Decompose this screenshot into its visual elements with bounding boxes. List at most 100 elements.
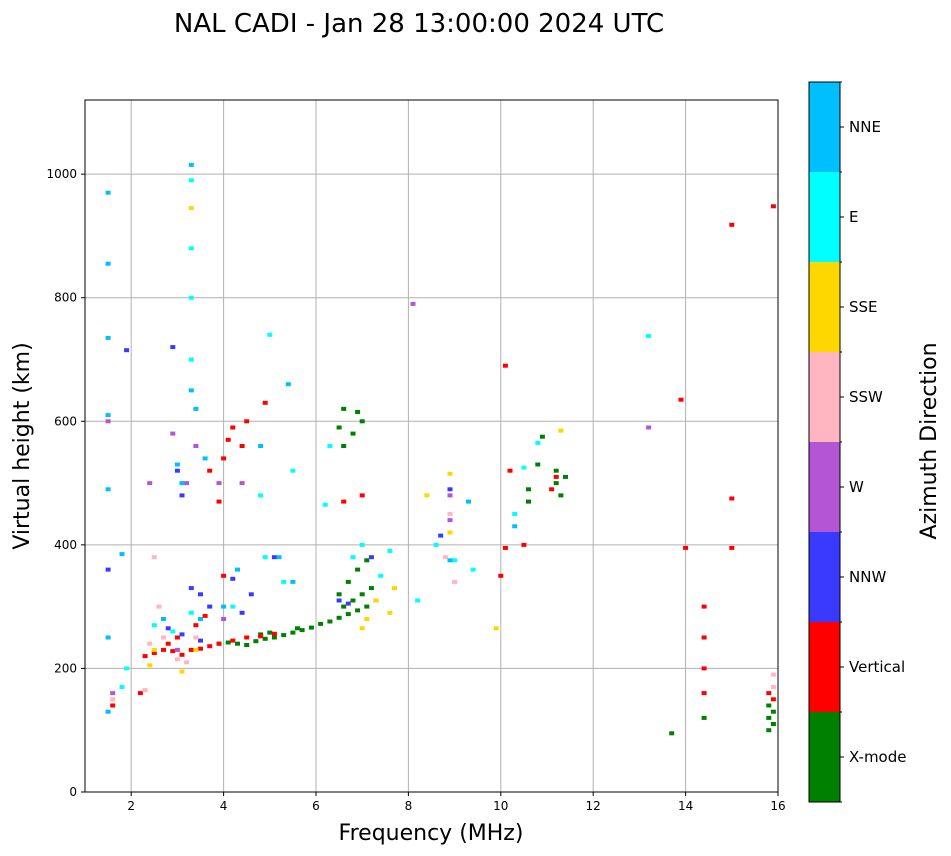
data-point-ssw bbox=[442, 555, 448, 560]
data-point-e bbox=[258, 493, 264, 498]
data-point-e bbox=[646, 334, 652, 338]
data-point-sse bbox=[447, 471, 453, 476]
data-point-e bbox=[512, 512, 518, 516]
data-point-e bbox=[350, 555, 356, 560]
data-point-x-mode bbox=[558, 493, 564, 498]
data-point-nne bbox=[105, 190, 111, 195]
data-point-nnw bbox=[179, 493, 185, 498]
data-point-ssw bbox=[161, 635, 166, 640]
data-point-vertical bbox=[198, 646, 203, 651]
data-point-w bbox=[646, 425, 652, 430]
data-point-nnw bbox=[438, 533, 444, 538]
data-point-vertical bbox=[193, 623, 199, 628]
colorbar: X-mode Vertical NNW W SSW SSE E NNE bbox=[808, 81, 906, 803]
data-point-x-mode bbox=[336, 615, 342, 620]
data-point-w bbox=[147, 481, 153, 486]
data-point-nnw bbox=[207, 604, 213, 609]
data-point-sse bbox=[493, 626, 499, 631]
colorbar-segment bbox=[809, 442, 840, 532]
colorbar-label: Vertical bbox=[849, 658, 905, 676]
data-point-vertical bbox=[239, 444, 245, 448]
data-point-e bbox=[267, 332, 273, 337]
data-point-nnw bbox=[165, 626, 171, 631]
x-tick-label: 4 bbox=[220, 799, 228, 813]
data-point-x-mode bbox=[262, 636, 268, 641]
data-point-e bbox=[188, 610, 194, 615]
data-point-nnw bbox=[248, 592, 254, 597]
data-point-e bbox=[387, 549, 393, 553]
data-point-vertical bbox=[161, 647, 166, 652]
data-point-vertical bbox=[151, 651, 157, 655]
data-point-x-mode bbox=[355, 608, 361, 613]
data-point-x-mode bbox=[368, 586, 374, 591]
data-point-nne bbox=[179, 481, 185, 486]
data-point-vertical bbox=[230, 638, 236, 643]
colorbar-segment bbox=[809, 532, 840, 622]
data-point-nne bbox=[221, 604, 227, 609]
data-point-vertical bbox=[244, 635, 250, 640]
data-point-ssw bbox=[110, 697, 116, 702]
data-point-nnw bbox=[198, 638, 203, 643]
data-point-x-mode bbox=[563, 474, 568, 479]
data-point-nne bbox=[188, 388, 194, 393]
data-point-sse bbox=[151, 647, 157, 652]
data-point-vertical bbox=[498, 573, 504, 578]
data-point-e bbox=[170, 629, 176, 634]
data-point-w bbox=[447, 518, 453, 523]
data-point-nnw bbox=[188, 586, 194, 591]
data-point-vertical bbox=[701, 635, 707, 640]
data-point-vertical bbox=[359, 493, 365, 498]
data-point-x-mode bbox=[350, 598, 356, 603]
data-point-sse bbox=[188, 206, 194, 211]
colorbar-frame bbox=[808, 81, 841, 803]
data-point-vertical bbox=[271, 631, 277, 636]
data-points bbox=[105, 162, 776, 736]
data-point-sse bbox=[364, 617, 370, 621]
x-tick-label: 2 bbox=[127, 799, 135, 813]
data-point-vertical bbox=[258, 634, 264, 639]
data-point-x-mode bbox=[235, 641, 240, 646]
data-point-nne bbox=[276, 555, 282, 560]
x-tick-label: 14 bbox=[678, 799, 693, 813]
data-point-nne bbox=[105, 635, 111, 640]
y-tick-label: 0 bbox=[69, 785, 77, 799]
data-point-nnw bbox=[336, 598, 342, 603]
data-point-x-mode bbox=[766, 728, 772, 733]
data-point-x-mode bbox=[355, 567, 361, 572]
data-point-vertical bbox=[137, 691, 143, 696]
colorbar-label: NNW bbox=[849, 568, 886, 586]
plot-frame bbox=[84, 99, 779, 793]
data-point-vertical bbox=[207, 468, 213, 473]
data-point-x-mode bbox=[271, 635, 277, 640]
data-point-e bbox=[535, 440, 541, 445]
data-point-x-mode bbox=[359, 592, 365, 597]
data-point-ssw bbox=[147, 641, 153, 646]
data-point-vertical bbox=[770, 697, 776, 702]
data-point-vertical bbox=[549, 487, 555, 492]
data-point-x-mode bbox=[553, 468, 559, 473]
data-point-w bbox=[221, 617, 227, 621]
data-point-e bbox=[521, 465, 527, 470]
data-point-nne bbox=[105, 487, 111, 492]
data-point-nne bbox=[105, 335, 111, 340]
data-point-x-mode bbox=[345, 612, 351, 617]
data-point-sse bbox=[193, 647, 199, 652]
data-point-sse bbox=[147, 663, 153, 668]
data-point-vertical bbox=[729, 545, 735, 550]
data-point-vertical bbox=[701, 604, 707, 609]
colorbar-label: SSW bbox=[849, 388, 883, 406]
data-point-x-mode bbox=[766, 715, 772, 720]
data-point-vertical bbox=[225, 437, 231, 442]
data-point-vertical bbox=[216, 641, 222, 646]
x-tick-label: 16 bbox=[770, 799, 785, 813]
data-point-w bbox=[184, 481, 190, 486]
colorbar-segment bbox=[809, 172, 840, 262]
data-point-x-mode bbox=[336, 592, 342, 597]
data-point-vertical bbox=[729, 222, 735, 227]
data-point-x-mode bbox=[355, 410, 361, 414]
data-point-e bbox=[262, 555, 268, 560]
data-point-nne bbox=[290, 579, 296, 584]
data-point-x-mode bbox=[345, 579, 351, 584]
data-point-vertical bbox=[729, 496, 735, 501]
x-tick-label: 10 bbox=[493, 799, 508, 813]
